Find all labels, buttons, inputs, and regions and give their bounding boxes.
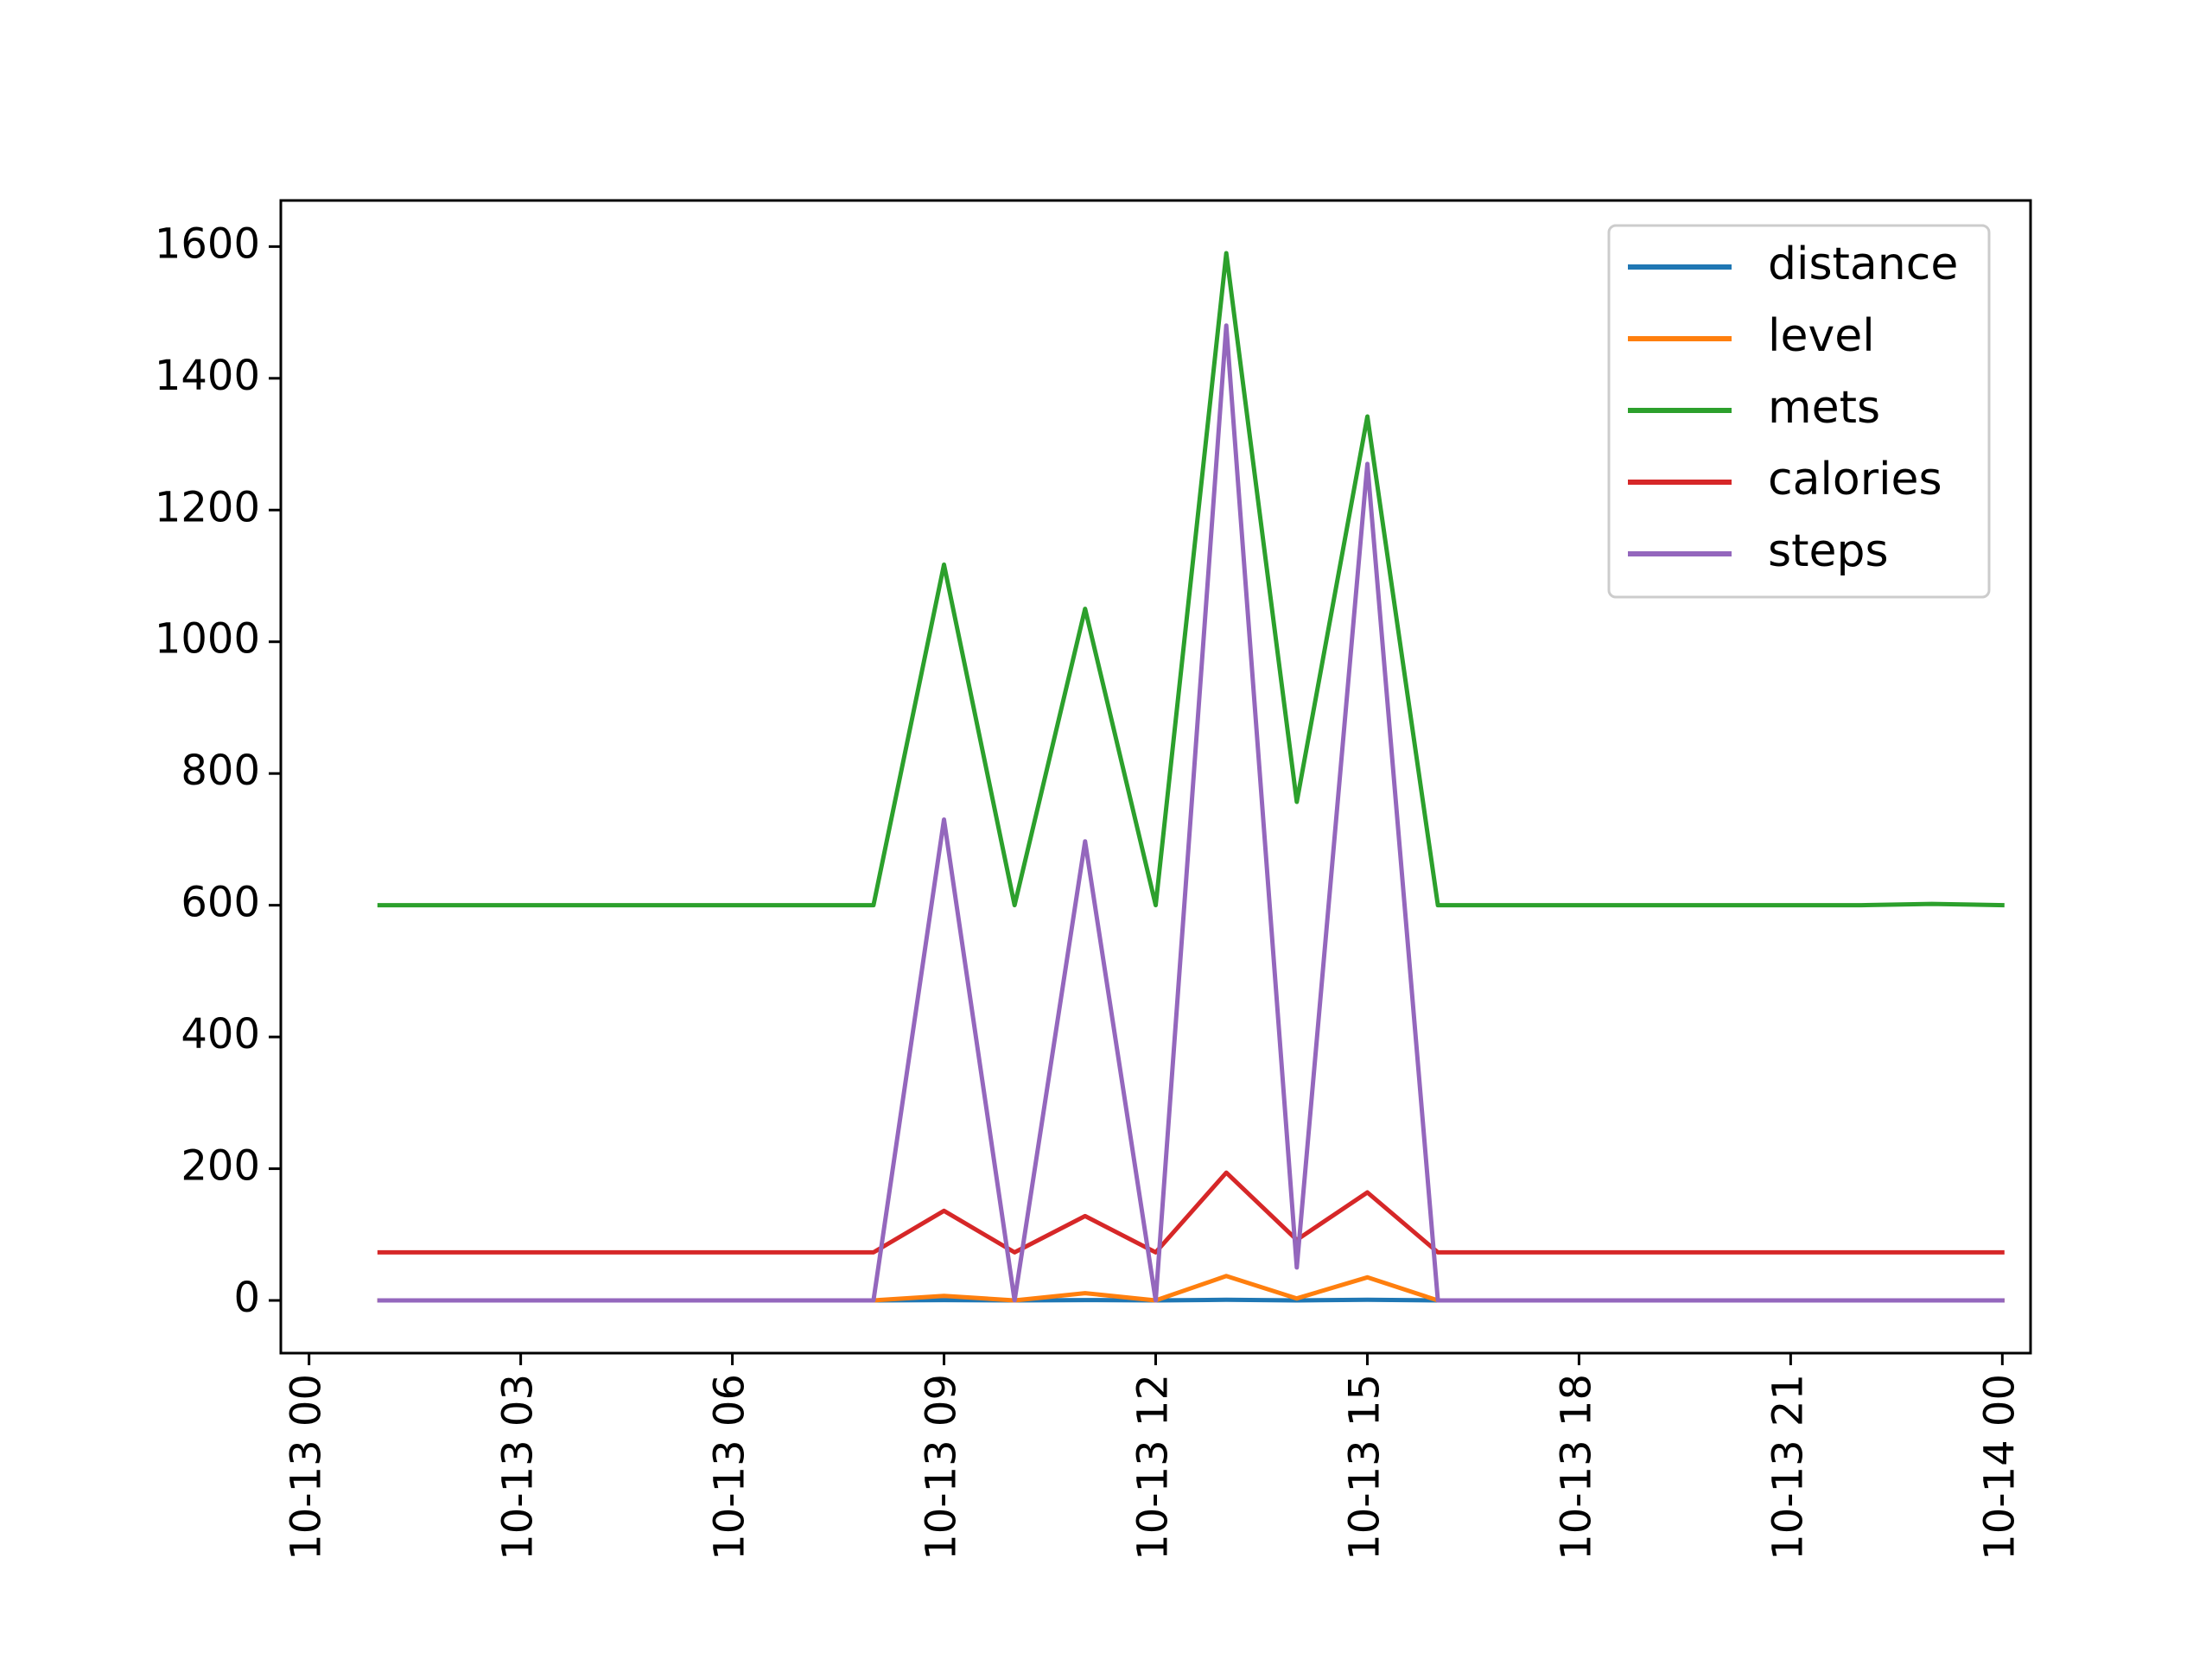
x-tick-label: 10-13 21 (1764, 1374, 1812, 1560)
y-tick-label: 1400 (155, 352, 260, 400)
series-line-steps (377, 323, 2005, 1303)
legend-label-steps: steps (1768, 525, 1889, 577)
x-tick-label: 10-13 03 (494, 1374, 543, 1560)
y-tick-label: 200 (181, 1142, 260, 1191)
y-tick-label: 800 (181, 747, 260, 795)
legend-label-calories: calories (1768, 454, 1942, 505)
y-axis: 0 200 400 600 800 1000 1200 1400 1600 (155, 219, 281, 1322)
series-line-mets (377, 251, 2005, 908)
legend-label-distance: distance (1768, 238, 1958, 290)
legend-label-mets: mets (1768, 382, 1880, 434)
x-tick-label: 10-13 09 (918, 1374, 966, 1560)
y-tick-label: 600 (181, 879, 260, 927)
x-tick-label: 10-13 06 (706, 1374, 754, 1560)
x-axis: 10-13 00 10-13 03 10-13 06 10-13 09 10-13 12… (283, 1353, 2024, 1560)
y-tick-label: 1200 (155, 483, 260, 531)
x-tick-label: 10-13 12 (1129, 1374, 1178, 1560)
x-tick-label: 10-14 00 (1975, 1374, 2024, 1560)
y-tick-label: 0 (233, 1274, 260, 1322)
y-tick-label: 1600 (155, 219, 260, 268)
x-tick-label: 10-13 00 (283, 1374, 331, 1560)
x-tick-label: 10-13 15 (1340, 1374, 1389, 1560)
y-tick-label: 1000 (155, 615, 260, 664)
y-tick-label: 400 (181, 1010, 260, 1058)
series-layer (377, 251, 2005, 1303)
series-line-calories (377, 1170, 2005, 1255)
legend-label-level: level (1768, 310, 1875, 362)
legend: distance level mets calories steps (1607, 224, 1991, 599)
legend-box (1607, 224, 1991, 599)
x-tick-label: 10-13 18 (1552, 1374, 1600, 1560)
